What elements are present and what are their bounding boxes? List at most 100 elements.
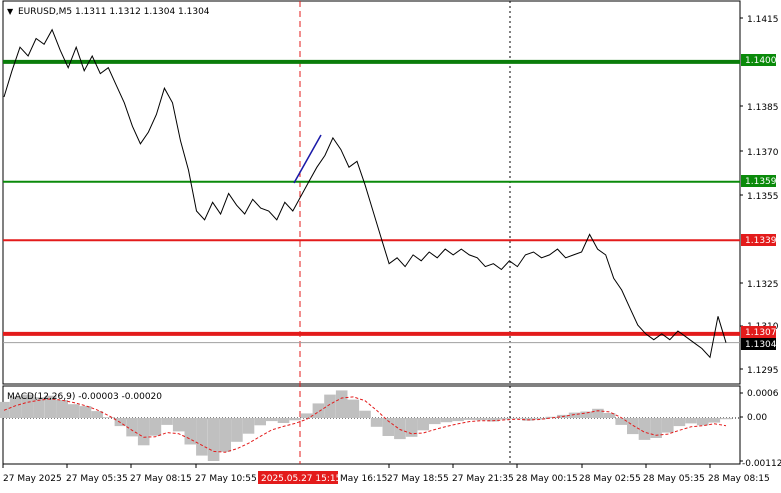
macd-bar bbox=[685, 418, 697, 424]
macd-bar bbox=[487, 418, 499, 422]
macd-bar bbox=[429, 418, 441, 425]
macd-tick: 0.0006 bbox=[747, 389, 779, 399]
macd-bar bbox=[568, 412, 581, 418]
macd-bar bbox=[196, 418, 208, 456]
macd-bar bbox=[161, 418, 173, 425]
macd-bar bbox=[33, 397, 45, 418]
macd-tick: 0.00 bbox=[747, 413, 767, 423]
level-price-labels: 1.1400 1.1359 1.1339 1.1307 1.1304 bbox=[741, 54, 777, 350]
macd-bar bbox=[522, 418, 534, 421]
current-price-label-bg bbox=[741, 338, 776, 350]
time-label: 28 May 05:35 bbox=[643, 474, 705, 484]
macd-histogram bbox=[0, 390, 732, 461]
level-label-bg bbox=[741, 234, 776, 246]
time-axis: 27 May 2025 27 May 05:35 27 May 08:15 27… bbox=[2, 464, 770, 484]
time-highlight-bg bbox=[258, 471, 338, 484]
macd-bar bbox=[91, 411, 103, 418]
level-label: 1.1359 bbox=[745, 177, 777, 187]
time-label: 27 May 21:35 bbox=[452, 474, 514, 484]
price-panel-frame bbox=[2, 0, 741, 385]
macd-bar bbox=[184, 418, 197, 445]
macd-bar bbox=[312, 403, 325, 418]
level-label-bg bbox=[741, 175, 776, 187]
macd-bar bbox=[638, 418, 651, 440]
time-label: 28 May 08:15 bbox=[708, 474, 770, 484]
macd-bar bbox=[708, 418, 721, 423]
macd-bar bbox=[627, 418, 639, 435]
macd-bar bbox=[79, 406, 92, 418]
support-resistance-levels[interactable] bbox=[3, 59, 740, 344]
time-label: 27 May 18:55 bbox=[387, 474, 449, 484]
macd-bar bbox=[266, 418, 278, 422]
macd-bar bbox=[696, 418, 709, 426]
macd-bar bbox=[475, 418, 488, 421]
macd-axis: 0.0006 0.00 -0.00112 bbox=[740, 389, 781, 469]
time-label: May 16:15 bbox=[340, 474, 387, 484]
level-label: 1.1307 bbox=[745, 328, 777, 338]
price-tick: 1.1325 bbox=[747, 280, 779, 290]
macd-bar bbox=[301, 413, 313, 418]
macd-signal-line bbox=[3, 396, 727, 453]
price-tick: 1.1370 bbox=[747, 148, 779, 158]
level-label: 1.1339 bbox=[745, 236, 777, 246]
macd-bar bbox=[592, 408, 604, 418]
macd-bar bbox=[382, 418, 395, 436]
macd-bar bbox=[359, 410, 371, 418]
trend-segment[interactable] bbox=[293, 134, 322, 184]
macd-bar bbox=[277, 418, 290, 423]
macd-bar bbox=[231, 418, 243, 442]
time-label: 28 May 00:15 bbox=[516, 474, 578, 484]
current-price-label: 1.1304 bbox=[745, 340, 777, 350]
header-caret[interactable]: ▼ bbox=[7, 7, 14, 16]
macd-bar bbox=[56, 400, 68, 418]
time-label: 27 May 05:35 bbox=[66, 474, 128, 484]
price-tick: 1.1385 bbox=[747, 103, 779, 113]
macd-bar bbox=[580, 411, 592, 418]
symbol-header: EURUSD,M5 1.1311 1.1312 1.1304 1.1304 bbox=[18, 7, 210, 17]
macd-bar bbox=[394, 418, 406, 440]
time-label-highlighted: 2025.05.27 15:15 bbox=[261, 474, 341, 484]
price-axis: 1.1415 1.1385 1.1370 1.1355 1.1325 1.131… bbox=[740, 15, 779, 376]
time-label: 27 May 10:55 bbox=[195, 474, 257, 484]
macd-bar bbox=[662, 418, 674, 433]
macd-bar bbox=[324, 394, 336, 418]
macd-bar bbox=[9, 396, 22, 418]
macd-title: MACD(12,26,9) -0.00003 -0.00020 bbox=[7, 392, 162, 402]
macd-bar bbox=[126, 418, 138, 437]
price-tick: 1.1355 bbox=[747, 192, 779, 202]
macd-bar bbox=[219, 418, 231, 452]
price-tick: 1.1415 bbox=[747, 15, 779, 25]
macd-bar bbox=[172, 418, 185, 432]
time-label: 27 May 2025 bbox=[3, 474, 62, 484]
macd-bar bbox=[417, 418, 429, 431]
macd-bar bbox=[347, 399, 360, 418]
time-label: 28 May 02:55 bbox=[579, 474, 641, 484]
macd-bar bbox=[68, 404, 80, 418]
macd-bar bbox=[149, 418, 162, 436]
macd-bar bbox=[242, 418, 255, 434]
macd-bar bbox=[650, 418, 662, 438]
macd-bar bbox=[103, 417, 115, 418]
macd-bar bbox=[452, 418, 464, 422]
macd-bar bbox=[545, 416, 558, 418]
macd-bar bbox=[207, 418, 220, 461]
price-tick: 1.1295 bbox=[747, 366, 779, 376]
macd-bar bbox=[673, 418, 686, 427]
macd-bar bbox=[440, 418, 453, 423]
macd-bar bbox=[137, 418, 150, 446]
macd-bar bbox=[405, 418, 418, 437]
level-label-bg bbox=[741, 326, 776, 338]
time-label: 27 May 08:15 bbox=[130, 474, 192, 484]
macd-bar bbox=[533, 418, 546, 420]
macd-bar bbox=[289, 418, 301, 421]
macd-bar bbox=[464, 418, 476, 420]
macd-bar bbox=[44, 395, 57, 418]
macd-bar bbox=[370, 418, 383, 427]
macd-bar bbox=[510, 418, 523, 419]
macd-bar bbox=[335, 390, 348, 418]
macd-bar bbox=[254, 418, 266, 426]
macd-bar bbox=[603, 413, 616, 418]
level-label: 1.1400 bbox=[745, 56, 777, 66]
